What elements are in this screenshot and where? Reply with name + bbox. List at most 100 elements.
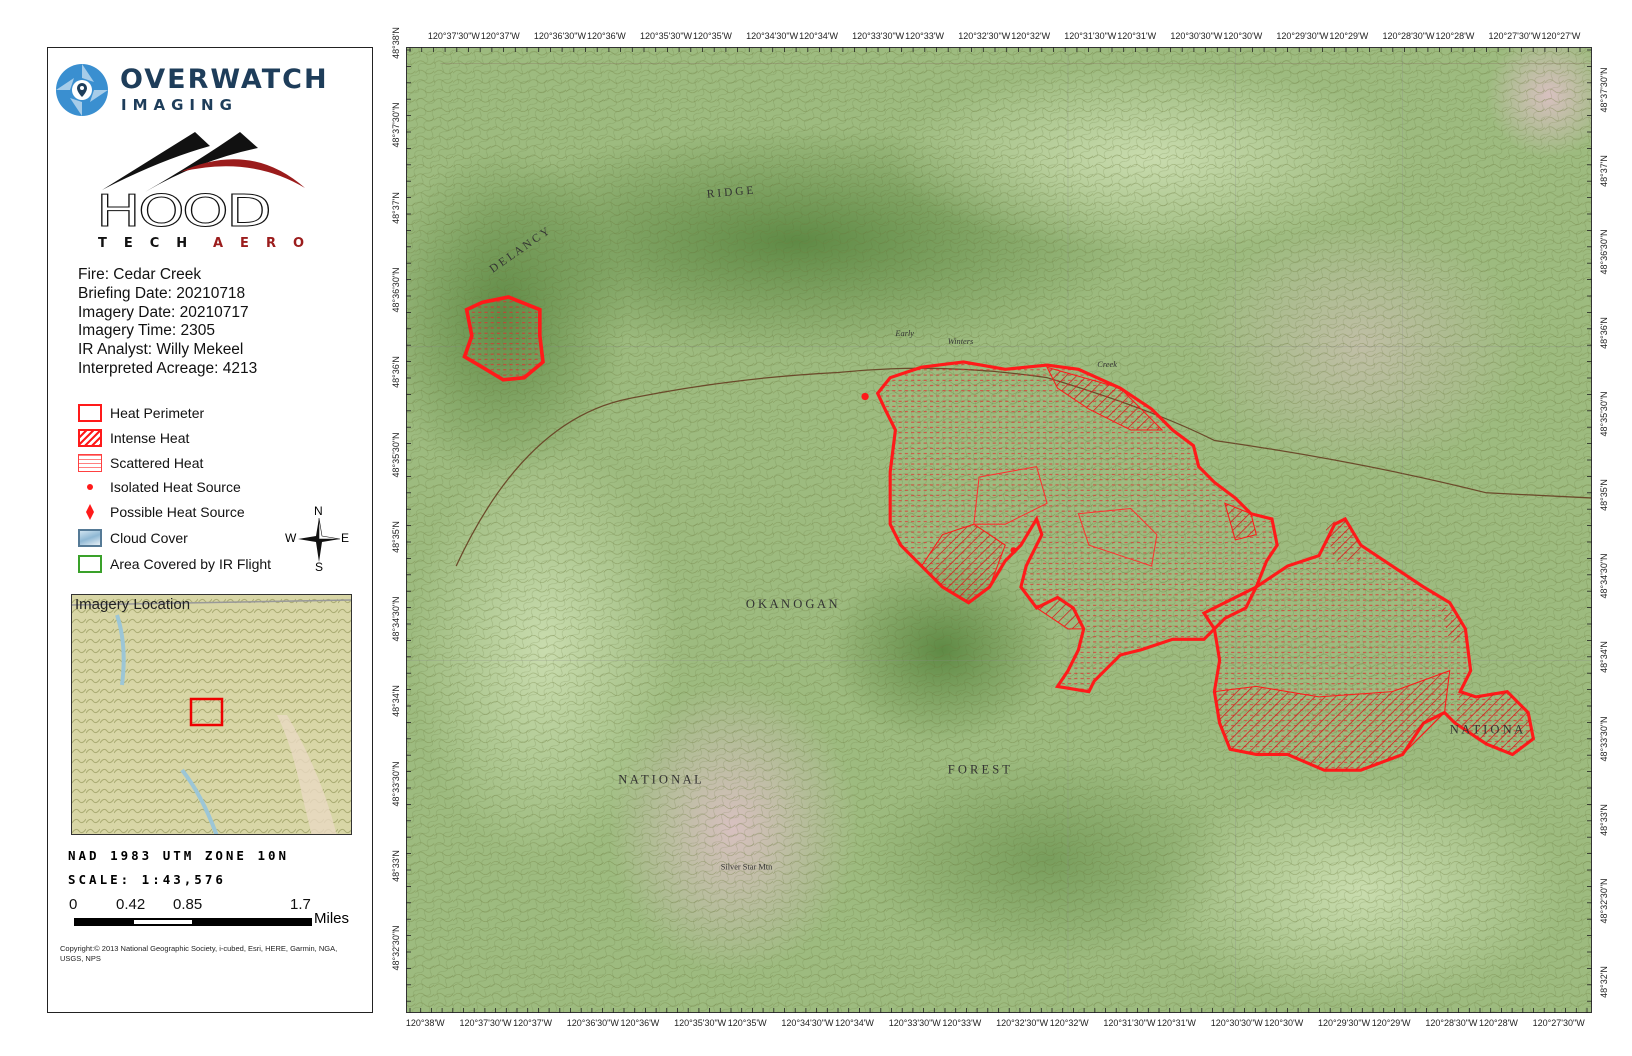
fire-name: Fire: Cedar Creek [78,266,202,283]
right-latitude-label: 48°37'N [1599,155,1609,187]
bottom-longitude-label: 120°32'30"W [996,1018,1049,1028]
overwatch-subtitle: IMAGING [121,96,238,114]
intense-heat-area[interactable] [1046,366,1164,431]
isolated-heat-dot-icon [78,478,102,496]
label-winters: Winters [948,337,974,346]
compass-w: W [285,531,297,545]
top-longitude-label: 120°34'30"W [746,31,799,41]
intense-heat-area[interactable] [1324,518,1361,561]
bottom-longitude-label: 120°31'W [1157,1018,1196,1028]
map-canvas[interactable]: R I D G E D E L A N C Y O K A N O G A N … [407,48,1592,1013]
intense-heat-swatch-icon [78,429,102,447]
overwatch-name: OVERWATCH [120,64,329,95]
legend-item-cloud-cover: Cloud Cover [78,527,188,549]
north-arrow: N S E W [284,504,354,574]
legend-label: Heat Perimeter [110,405,205,421]
intense-heat-area[interactable] [1035,596,1085,630]
scale-tick-2: 0.85 [173,896,203,913]
label-early: Early [894,329,914,338]
left-latitude-label: 48°32'30"N [391,925,401,971]
left-latitude-label: 48°33'30"N [391,761,401,807]
bottom-longitude-label: 120°34'W [835,1018,874,1028]
inset-locator-map: Imagery Location [71,594,352,835]
interior-heat-boundary [973,466,1048,525]
top-longitude-label: 120°36'W [586,31,626,41]
interior-heat-boundary [1077,507,1158,567]
left-latitude-label: 48°37'N [391,191,401,224]
bottom-longitude-label: 120°28'W [1479,1018,1518,1028]
top-longitude-label: 120°28'30"W [1382,31,1435,41]
legend-item-isolated-heat: Isolated Heat Source [78,476,241,498]
left-latitude-label: 48°34'N [391,685,401,718]
bottom-longitude-label: 120°31'30"W [1103,1018,1156,1028]
label-silver-star-mtn: Silver Star Mtn [721,863,773,872]
hood-name: HOOD [95,186,272,238]
intense-heat-area[interactable] [1224,502,1257,541]
right-latitude-label: 48°34'N [1599,641,1609,674]
bottom-longitude-label: 120°36'30"W [566,1018,619,1028]
right-latitude-label: 48°33'30"N [1599,716,1609,762]
fire-perimeter-east[interactable] [1201,516,1536,772]
right-latitude-label: 48°35'N [1599,479,1609,512]
isolated-heat-source[interactable] [1010,547,1017,554]
right-latitude-label: 48°32'N [1599,965,1609,998]
fire-info: Fire: Cedar Creek Briefing Date: 2021071… [78,266,257,379]
top-longitude-label: 120°32'W [1011,31,1051,41]
legend-label: Area Covered by IR Flight [110,556,272,572]
left-latitude-label: 48°38'N [391,27,401,59]
imagery-date: Imagery Date: 20210717 [78,303,249,321]
left-latitude-label: 48°36'N [391,356,401,389]
legend-item-scattered-heat: Scattered Heat [78,452,203,474]
topographic-map[interactable]: R I D G E D E L A N C Y O K A N O G A N … [406,47,1592,1013]
ir-flight-area-swatch-icon [78,555,102,573]
left-latitude-label: 48°33'N [391,850,401,883]
overwatch-logo-icon [56,64,108,116]
compass-s: S [315,560,324,574]
label-okanogan: O K A N O G A N [746,597,838,611]
left-latitude-label: 48°37'30"N [391,102,401,148]
label-nationa-east: N A T I O N A [1450,723,1523,737]
bottom-longitude-label: 120°33'30"W [888,1018,941,1028]
top-longitude-label: 120°27'W [1541,31,1581,41]
intense-heat-area[interactable] [1454,691,1534,755]
top-longitude-label: 120°31'30"W [1064,31,1117,41]
intense-heat-area[interactable] [1439,602,1466,642]
scale-unit: Miles [314,910,350,927]
top-longitude-label: 120°34'W [799,31,838,41]
hood-mountains-logo-icon [102,132,305,192]
right-latitude-label: 48°32'30"N [1599,878,1609,924]
left-latitude-label: 48°35'N [391,520,401,553]
fire-perimeter-main[interactable] [875,360,1279,694]
scale-tick-3: 1.7 [290,896,311,913]
intense-heat-area[interactable] [1213,669,1451,771]
bottom-longitude-label: 120°38'W [405,1018,445,1028]
intense-heat-area[interactable] [920,523,1006,604]
right-latitude-label: 48°37'30"N [1599,67,1609,113]
label-ridge: R I D G E [706,185,753,201]
top-longitude-label: 120°32'30"W [958,31,1011,41]
top-longitude-label: 120°29'30"W [1276,31,1329,41]
legend-label: Intense Heat [110,430,190,446]
bottom-longitude-label: 120°28'30"W [1425,1018,1478,1028]
legend-item-heat-perimeter: Heat Perimeter [78,402,204,424]
left-latitude-label: 48°36'30"N [391,267,401,313]
bottom-longitude-label: 120°32'W [1049,1018,1089,1028]
bottom-longitude-label: 120°29'30"W [1318,1018,1371,1028]
scale-tick-1: 0.42 [116,896,146,913]
fire-perimeter-northwest[interactable] [462,295,545,382]
isolated-heat-source[interactable] [861,392,869,401]
scale-label: SCALE: 1:43,576 [68,872,226,887]
top-longitude-label: 120°37'W [480,31,520,41]
top-longitude-label: 120°30'30"W [1170,31,1223,41]
scale-tick-0: 0 [69,896,78,913]
scale-bar [74,918,312,926]
right-latitude-label: 48°36'N [1599,317,1609,350]
label-national: N A T I O N A L [618,773,702,787]
left-latitude-label: 48°35'30"N [391,432,401,478]
label-creek: Creek [1097,360,1117,369]
legend-label: Cloud Cover [110,530,188,546]
bottom-longitude-label: 120°30'30"W [1210,1018,1263,1028]
legend-label: Isolated Heat Source [110,479,241,495]
copyright: Copyright:© 2013 National Geographic Soc… [60,944,338,963]
inset-terrain [72,595,351,834]
